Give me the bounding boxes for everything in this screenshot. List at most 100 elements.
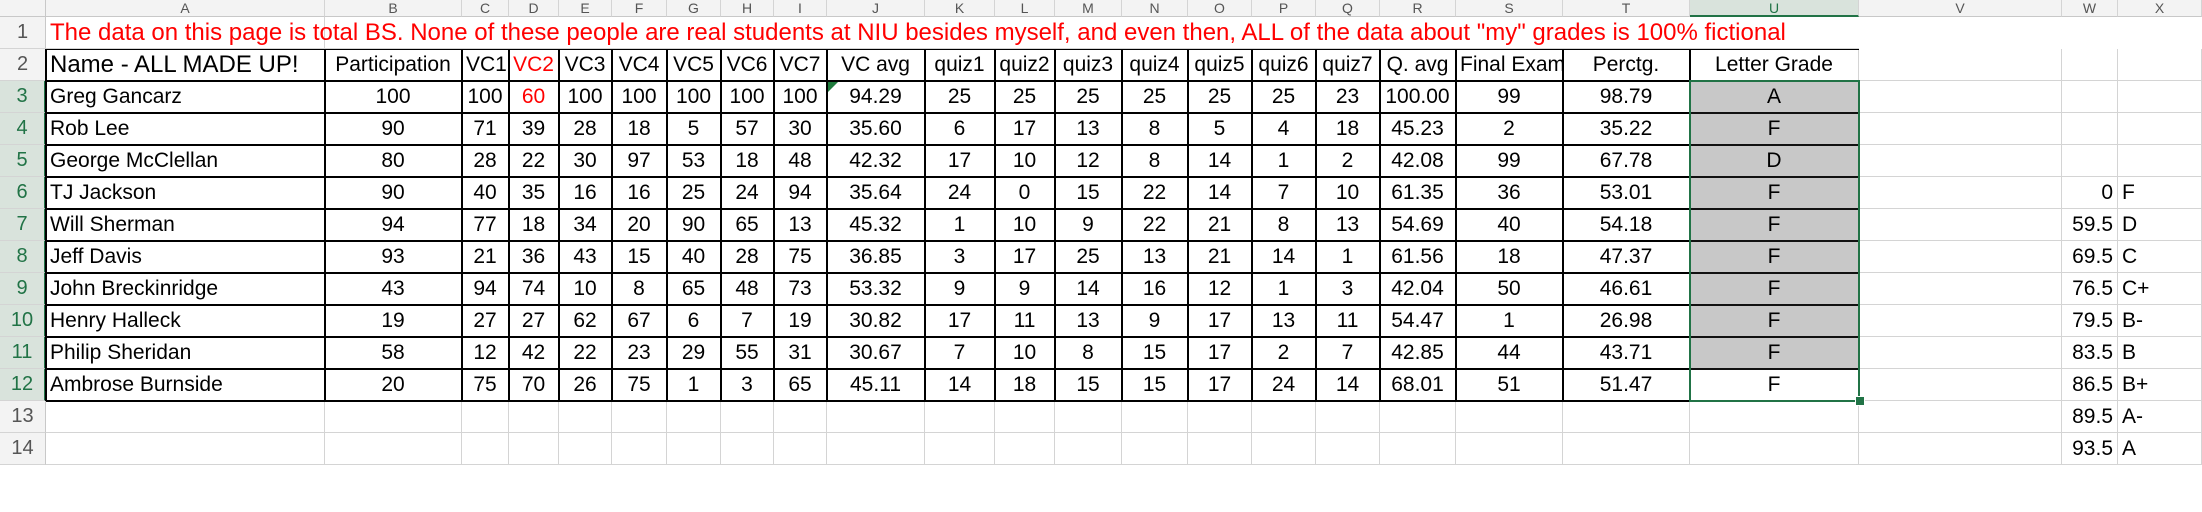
grid-cell[interactable]: [1316, 433, 1380, 465]
grade-cell[interactable]: 25: [1055, 81, 1122, 113]
grade-cutoff[interactable]: 89.5: [2062, 401, 2118, 433]
grade-cell[interactable]: 18: [1316, 113, 1380, 145]
grade-cell[interactable]: 35: [509, 177, 559, 209]
student-name[interactable]: Greg Gancarz: [46, 81, 325, 113]
grade-cell[interactable]: 51: [1456, 369, 1563, 401]
grade-cell[interactable]: 19: [325, 305, 462, 337]
grade-cell[interactable]: 15: [1055, 177, 1122, 209]
grade-cell[interactable]: 17: [1188, 305, 1252, 337]
grade-cell[interactable]: 22: [509, 145, 559, 177]
grade-cell[interactable]: 48: [721, 273, 774, 305]
column-title-18[interactable]: Final Exam: [1456, 49, 1565, 81]
row-header-14[interactable]: 14: [0, 433, 46, 465]
grade-cell[interactable]: 22: [1122, 209, 1188, 241]
student-name[interactable]: George McClellan: [46, 145, 325, 177]
grade-cell[interactable]: 100: [612, 81, 667, 113]
grade-cell[interactable]: 6: [925, 113, 995, 145]
grade-cell[interactable]: 30: [774, 113, 827, 145]
grade-cell[interactable]: 74: [509, 273, 559, 305]
grade-cell[interactable]: 8: [1055, 337, 1122, 369]
column-title-17[interactable]: Q. avg: [1380, 49, 1456, 81]
grid-cell[interactable]: [1252, 433, 1316, 465]
grade-letter[interactable]: B: [2118, 337, 2202, 369]
grade-cell[interactable]: 18: [612, 113, 667, 145]
grade-cell[interactable]: 42: [509, 337, 559, 369]
column-title-11[interactable]: quiz2: [995, 49, 1055, 81]
grade-cell[interactable]: 6: [667, 305, 721, 337]
grade-cell[interactable]: 0: [995, 177, 1055, 209]
grade-cell[interactable]: 13: [1316, 209, 1380, 241]
grade-cell[interactable]: 17: [1188, 337, 1252, 369]
grade-cell[interactable]: 15: [612, 241, 667, 273]
grade-cell[interactable]: 24: [1252, 369, 1316, 401]
grid-cell[interactable]: [827, 401, 925, 433]
grid-cell[interactable]: [1456, 401, 1563, 433]
grid-cell[interactable]: [612, 433, 667, 465]
grade-cell[interactable]: 25: [667, 177, 721, 209]
column-title-10[interactable]: quiz1: [925, 49, 995, 81]
grid-cell[interactable]: [1690, 433, 1859, 465]
grade-cell[interactable]: 53.01: [1563, 177, 1690, 209]
row-header-2[interactable]: 2: [0, 49, 46, 81]
grade-cell[interactable]: 11: [1316, 305, 1380, 337]
column-header-d[interactable]: D: [509, 0, 559, 17]
student-name[interactable]: Henry Halleck: [46, 305, 325, 337]
grid-cell[interactable]: [1563, 401, 1690, 433]
column-title-6[interactable]: VC5: [667, 49, 721, 81]
grid-cell[interactable]: [462, 433, 509, 465]
grade-cell[interactable]: 25: [1188, 81, 1252, 113]
grade-cell[interactable]: 42.04: [1380, 273, 1456, 305]
grade-cell[interactable]: 24: [721, 177, 774, 209]
column-header-l[interactable]: L: [995, 0, 1055, 17]
letter-grade-cell[interactable]: F: [1690, 113, 1859, 145]
grade-cell[interactable]: 48: [774, 145, 827, 177]
grade-cell[interactable]: 18: [1456, 241, 1563, 273]
grade-cell[interactable]: 58: [325, 337, 462, 369]
grid-cell[interactable]: [1859, 273, 2062, 305]
column-header-k[interactable]: K: [925, 0, 995, 17]
grade-cell[interactable]: 39: [509, 113, 559, 145]
grid-cell[interactable]: [325, 433, 462, 465]
grade-cell[interactable]: 26.98: [1563, 305, 1690, 337]
grid-cell[interactable]: [509, 433, 559, 465]
grade-letter[interactable]: B-: [2118, 305, 2202, 337]
grid-cell[interactable]: [1122, 401, 1188, 433]
grid-cell[interactable]: [995, 401, 1055, 433]
column-title-1[interactable]: Participation: [325, 49, 462, 81]
grade-cell[interactable]: 30: [559, 145, 612, 177]
grade-cell[interactable]: 43: [325, 273, 462, 305]
student-name[interactable]: Will Sherman: [46, 209, 325, 241]
column-title-3[interactable]: VC2: [509, 49, 559, 81]
grade-cell[interactable]: 30.82: [827, 305, 925, 337]
grade-cell[interactable]: 14: [1055, 273, 1122, 305]
column-header-n[interactable]: N: [1122, 0, 1188, 17]
grade-cutoff[interactable]: 0: [2062, 177, 2118, 209]
grade-cell[interactable]: 40: [1456, 209, 1563, 241]
grid-cell[interactable]: [667, 401, 721, 433]
grid-cell[interactable]: [1380, 401, 1456, 433]
grade-cell[interactable]: 23: [612, 337, 667, 369]
student-name[interactable]: John Breckinridge: [46, 273, 325, 305]
grid-cell[interactable]: [2062, 113, 2118, 145]
letter-grade-cell[interactable]: F: [1690, 337, 1859, 369]
grade-cell[interactable]: 10: [995, 337, 1055, 369]
grid-cell[interactable]: [462, 401, 509, 433]
grade-cell[interactable]: 53.32: [827, 273, 925, 305]
grade-cell[interactable]: 80: [325, 145, 462, 177]
student-name[interactable]: Philip Sheridan: [46, 337, 325, 369]
grade-cell[interactable]: 75: [462, 369, 509, 401]
grade-cell[interactable]: 90: [667, 209, 721, 241]
grade-cell[interactable]: 99: [1456, 145, 1563, 177]
letter-grade-cell[interactable]: F: [1690, 209, 1859, 241]
column-title-4[interactable]: VC3: [559, 49, 612, 81]
column-title-2[interactable]: VC1: [462, 49, 509, 81]
grade-cell[interactable]: 28: [462, 145, 509, 177]
grade-letter[interactable]: D: [2118, 209, 2202, 241]
grade-cutoff[interactable]: 59.5: [2062, 209, 2118, 241]
grid-cell[interactable]: [325, 401, 462, 433]
grade-cell[interactable]: 15: [1122, 337, 1188, 369]
grade-cell[interactable]: 42.32: [827, 145, 925, 177]
grade-cell[interactable]: 17: [1188, 369, 1252, 401]
grid-cell[interactable]: [925, 401, 995, 433]
letter-grade-header[interactable]: Letter Grade: [1690, 49, 1859, 81]
